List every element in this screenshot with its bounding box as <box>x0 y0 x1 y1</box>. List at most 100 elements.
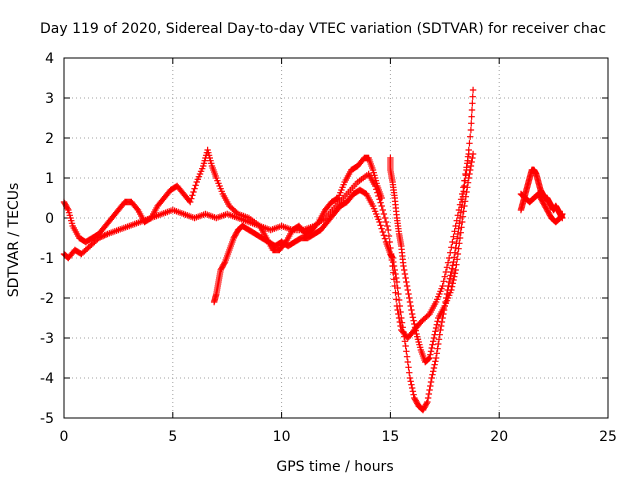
data-point <box>424 394 432 402</box>
y-tick-label: -2 <box>40 291 54 307</box>
data-point <box>410 317 417 324</box>
data-point <box>191 185 198 192</box>
y-tick-label: 1 <box>45 171 54 187</box>
data-point <box>400 262 407 270</box>
data-point <box>451 273 458 280</box>
data-point <box>424 356 432 363</box>
data-point <box>448 286 455 294</box>
data-point <box>457 229 464 236</box>
data-point <box>438 318 446 326</box>
data-point <box>102 231 110 238</box>
data-point <box>377 222 384 229</box>
data-point <box>404 358 412 366</box>
data-point <box>434 345 441 352</box>
data-point <box>221 260 228 267</box>
data-point <box>454 250 462 258</box>
data-point <box>429 338 437 345</box>
data-point <box>449 280 456 287</box>
data-point <box>464 184 471 191</box>
x-tick-label: 25 <box>599 429 617 445</box>
data-point <box>459 218 466 226</box>
y-tick-label: 2 <box>45 131 54 147</box>
data-point <box>64 205 71 212</box>
data-point <box>468 106 476 114</box>
data-point <box>434 318 441 325</box>
data-point <box>405 364 412 371</box>
data-point <box>425 390 433 398</box>
series-track-5 <box>517 166 566 222</box>
data-point <box>427 348 435 355</box>
data-point <box>403 348 410 355</box>
data-point <box>396 302 404 310</box>
data-point <box>454 230 462 238</box>
data-point <box>404 286 412 294</box>
data-point <box>394 284 401 292</box>
data-point <box>448 244 455 251</box>
y-tick-label: -4 <box>40 371 54 387</box>
data-point <box>408 381 415 388</box>
data-point <box>424 312 432 319</box>
data-point <box>456 214 464 222</box>
data-point <box>409 314 417 321</box>
data-point <box>467 126 475 134</box>
data-point <box>410 391 417 398</box>
data-point <box>427 378 435 386</box>
series-track-6 <box>517 190 566 226</box>
data-point <box>453 256 461 263</box>
data-point <box>400 328 407 336</box>
data-point <box>382 218 390 226</box>
data-point <box>445 278 453 286</box>
data-point <box>395 290 402 298</box>
data-point <box>439 282 446 290</box>
plot-frame <box>63 57 609 419</box>
data-point <box>444 259 452 266</box>
data-point <box>391 266 398 274</box>
data-point <box>429 341 436 348</box>
data-point <box>411 324 419 331</box>
data-point <box>458 224 465 231</box>
x-tick-label: 5 <box>168 429 177 445</box>
data-point <box>380 232 388 239</box>
data-point <box>437 322 445 330</box>
data-point <box>423 400 430 407</box>
data-point <box>390 258 397 266</box>
data-point <box>433 350 441 357</box>
data-point <box>379 228 386 236</box>
data-point <box>402 274 409 282</box>
data-point <box>398 319 406 326</box>
data-point <box>187 198 194 206</box>
data-point <box>448 268 455 276</box>
data-point <box>377 199 384 206</box>
series-track-1 <box>60 150 472 342</box>
data-point <box>101 232 108 239</box>
data-points <box>60 86 566 414</box>
data-point <box>559 210 566 218</box>
series-track-3 <box>210 86 477 414</box>
data-point <box>408 384 416 392</box>
y-tick-label: 3 <box>45 91 54 107</box>
data-point <box>456 234 464 242</box>
data-point <box>380 210 388 218</box>
data-point <box>466 170 473 178</box>
data-point <box>430 364 438 372</box>
data-point <box>397 308 404 316</box>
data-point <box>468 120 475 127</box>
data-point <box>446 275 454 282</box>
data-point <box>460 188 467 195</box>
data-point <box>428 374 435 382</box>
data-point <box>465 174 472 182</box>
data-point <box>429 368 437 375</box>
data-point <box>441 273 448 280</box>
data-point <box>466 140 473 147</box>
data-point <box>233 209 240 216</box>
data-point <box>469 93 476 100</box>
data-point <box>403 353 411 360</box>
data-point <box>385 226 392 234</box>
data-point <box>411 320 418 328</box>
data-point <box>407 378 414 385</box>
data-point <box>449 262 456 269</box>
data-point <box>456 240 463 247</box>
data-point <box>450 276 457 284</box>
data-point <box>469 100 476 107</box>
